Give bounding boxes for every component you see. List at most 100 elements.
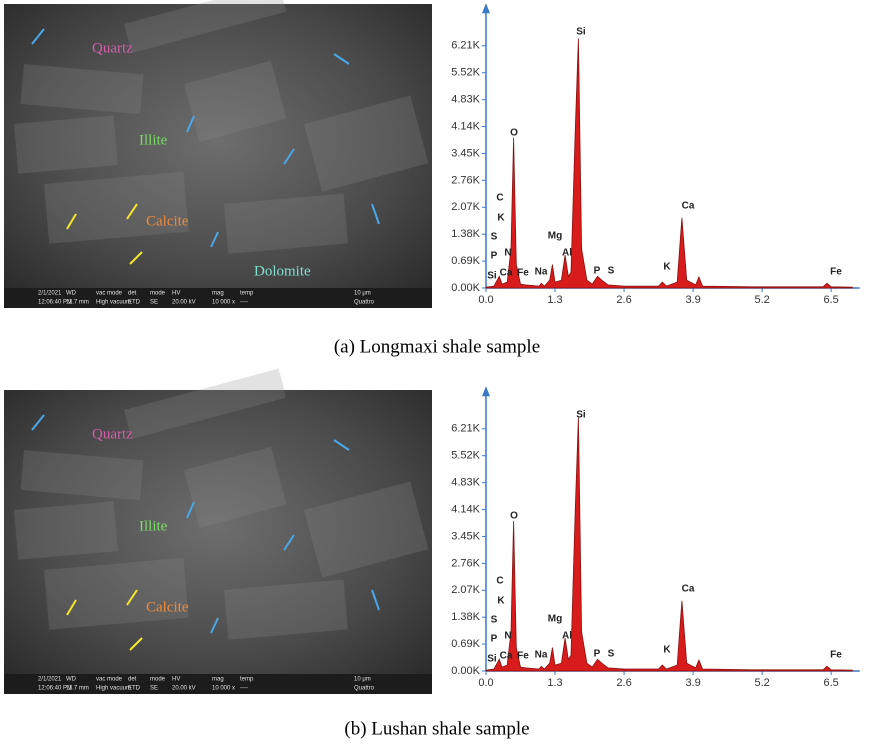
arrow bbox=[66, 213, 77, 230]
info-text: 20.00 kV bbox=[172, 686, 196, 692]
y-tick-label: 4.14K bbox=[451, 503, 480, 515]
element-label: O bbox=[510, 511, 518, 522]
texture bbox=[224, 579, 348, 640]
mineral-label: Quartz bbox=[92, 40, 133, 56]
element-label: Si bbox=[576, 410, 586, 421]
element-label: S bbox=[608, 649, 615, 660]
element-label: S bbox=[491, 615, 498, 626]
y-tick-label: 2.07K bbox=[451, 201, 480, 213]
texture bbox=[183, 60, 287, 142]
element-label: Ca bbox=[500, 651, 513, 662]
arrow bbox=[129, 637, 143, 651]
mineral-label: Illite bbox=[139, 132, 168, 148]
info-text: mag bbox=[212, 291, 224, 297]
element-label: Al bbox=[562, 631, 572, 642]
sem-background bbox=[4, 4, 432, 308]
y-tick-label: 6.21K bbox=[451, 423, 480, 435]
element-label: C bbox=[496, 193, 503, 204]
y-tick-label: 4.14K bbox=[451, 120, 480, 132]
y-tick-label: 0.00K bbox=[451, 282, 480, 294]
info-text: 10 μm bbox=[354, 291, 371, 297]
y-tick-label: 6.21K bbox=[451, 40, 480, 52]
texture bbox=[13, 501, 118, 560]
y-tick-label: 1.38K bbox=[451, 611, 480, 623]
info-text: Quattro bbox=[354, 686, 375, 692]
element-label: S bbox=[608, 266, 615, 277]
info-text: SE bbox=[150, 686, 158, 692]
info-text: WD bbox=[66, 291, 77, 297]
mineral-label: Calcite bbox=[146, 599, 189, 615]
texture bbox=[13, 115, 118, 174]
arrow bbox=[186, 501, 195, 519]
axis-arrow bbox=[482, 386, 490, 397]
mineral-label: Calcite bbox=[146, 213, 189, 229]
element-label: Na bbox=[535, 650, 548, 661]
arrow bbox=[210, 617, 219, 634]
y-tick-label: 4.83K bbox=[451, 477, 480, 489]
caption: (a) Longmaxi shale sample bbox=[334, 336, 540, 357]
info-text: 11.7 mm bbox=[66, 686, 89, 692]
x-tick-label: 2.6 bbox=[616, 294, 631, 306]
texture bbox=[43, 557, 189, 630]
y-tick-label: 5.52K bbox=[451, 450, 480, 462]
arrow bbox=[283, 148, 295, 165]
arrow bbox=[371, 203, 380, 225]
arrow bbox=[66, 599, 77, 616]
info-text: temp bbox=[240, 291, 254, 297]
mineral-label: Illite bbox=[139, 518, 168, 534]
y-tick-label: 0.69K bbox=[451, 638, 480, 650]
texture bbox=[20, 63, 144, 115]
element-label: N bbox=[504, 248, 511, 259]
info-text: High vacuum bbox=[96, 686, 131, 692]
arrow bbox=[371, 589, 380, 611]
element-label: N bbox=[504, 631, 511, 642]
info-text: det bbox=[128, 677, 137, 683]
mineral-label: Quartz bbox=[92, 426, 133, 442]
sem-image: Quartz Illite Calcite Dolomite 2/1/2021 12:06… bbox=[4, 0, 432, 308]
y-tick-label: 2.07K bbox=[451, 584, 480, 596]
element-label: Na bbox=[535, 267, 548, 278]
element-label: S bbox=[491, 232, 498, 243]
texture bbox=[124, 0, 287, 53]
info-text: vac mode bbox=[96, 291, 123, 297]
y-tick-label: 0.00K bbox=[451, 665, 480, 677]
info-text: mag bbox=[212, 677, 224, 683]
arrow bbox=[129, 251, 143, 265]
x-tick-label: 6.5 bbox=[824, 677, 839, 689]
element-label: Si bbox=[487, 271, 497, 282]
info-text: 10 000 x bbox=[212, 300, 235, 306]
y-tick-label: 1.38K bbox=[451, 228, 480, 240]
element-label: P bbox=[594, 649, 601, 660]
x-tick-label: 1.3 bbox=[547, 294, 562, 306]
info-text: ETD bbox=[128, 300, 141, 306]
arrow bbox=[126, 203, 138, 220]
info-text: mode bbox=[150, 291, 166, 297]
texture bbox=[20, 450, 144, 501]
info-text: Quattro bbox=[354, 300, 375, 306]
axis-arrow bbox=[482, 3, 490, 14]
x-tick-label: 3.9 bbox=[685, 294, 700, 306]
y-tick-label: 5.52K bbox=[451, 67, 480, 79]
info-text: temp bbox=[240, 677, 254, 683]
y-tick-label: 3.45K bbox=[451, 147, 480, 159]
x-tick-label: 6.5 bbox=[824, 294, 839, 306]
info-text: 10 000 x bbox=[212, 686, 235, 692]
texture bbox=[224, 193, 348, 254]
y-tick-label: 4.83K bbox=[451, 94, 480, 106]
texture bbox=[304, 481, 429, 578]
caption: (b) Lushan shale sample bbox=[344, 718, 529, 739]
info-text: 20.00 kV bbox=[172, 300, 196, 306]
arrow bbox=[333, 439, 350, 451]
texture bbox=[304, 95, 429, 192]
element-label: Fe bbox=[830, 267, 842, 278]
element-label: Fe bbox=[830, 650, 842, 661]
sem-background bbox=[4, 390, 432, 694]
info-bar bbox=[4, 288, 432, 308]
spectrum bbox=[485, 38, 853, 289]
texture bbox=[183, 446, 287, 528]
sem-image: Quartz Illite Calcite 2/1/2021 12:06:40 PM WD… bbox=[4, 368, 432, 694]
element-label: Fe bbox=[517, 651, 529, 662]
element-label: P bbox=[491, 251, 498, 262]
info-text: mode bbox=[150, 677, 166, 683]
x-tick-label: 0.0 bbox=[478, 294, 493, 306]
